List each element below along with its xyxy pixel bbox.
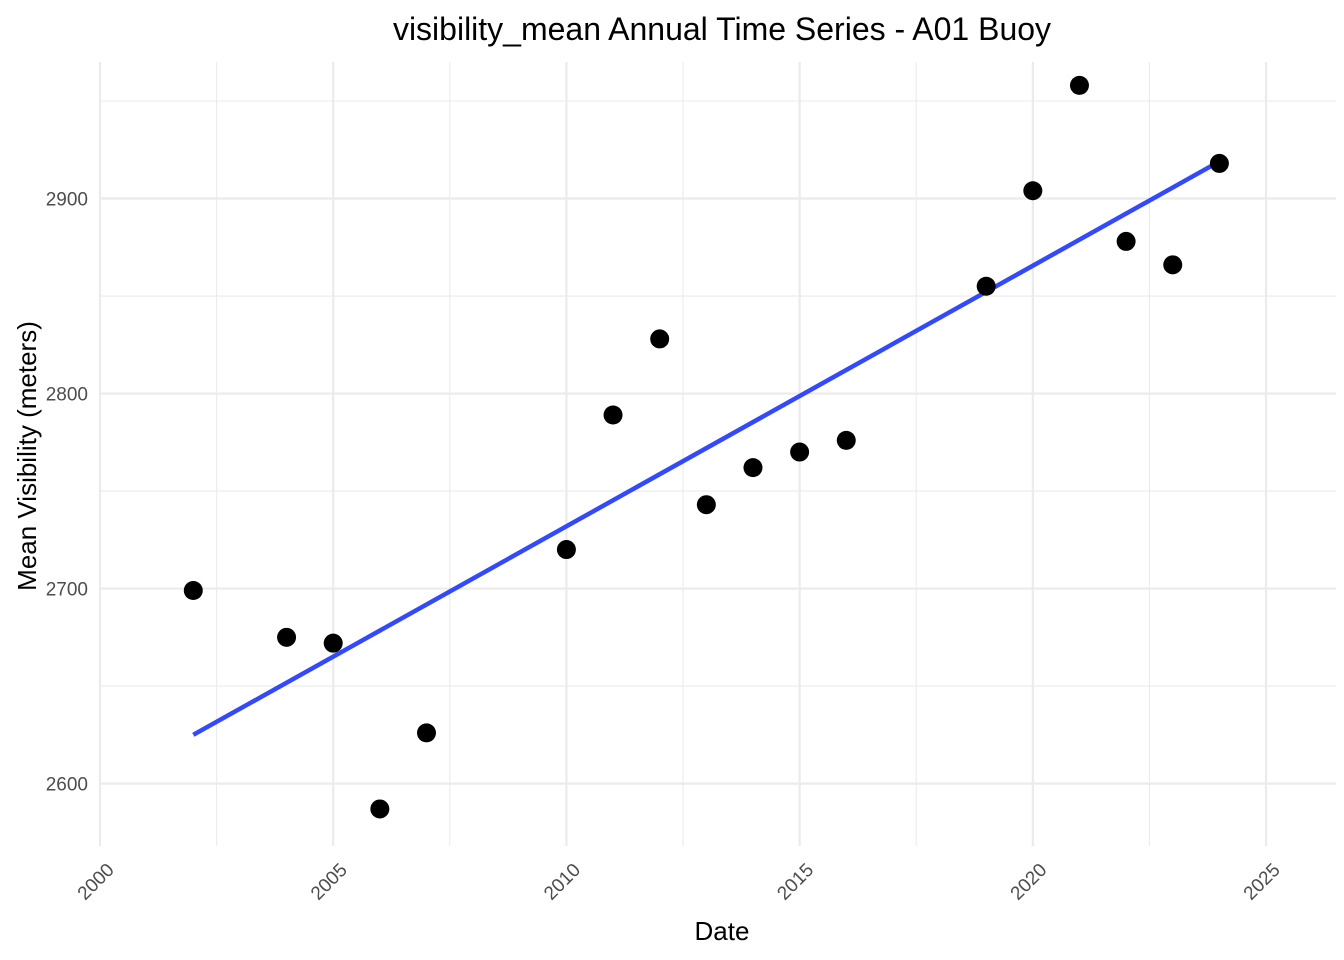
- data-point: [1163, 255, 1183, 275]
- y-tick-label: 2800: [46, 385, 88, 406]
- data-point: [603, 405, 623, 425]
- data-point: [416, 723, 436, 743]
- data-point: [277, 627, 297, 647]
- data-point: [1023, 181, 1043, 201]
- data-point: [790, 442, 810, 462]
- x-tick-label: 2015: [773, 860, 818, 905]
- x-tick-label: 2005: [307, 860, 352, 905]
- axis-layer: 2600 2700 2800 2900 2000 2005 2010 2015 2020 2025: [46, 190, 1285, 905]
- y-tick-label: 2600: [46, 775, 88, 796]
- trend-layer: [192, 159, 1221, 737]
- x-tick-label: 2010: [540, 860, 585, 905]
- x-axis-title: Date: [695, 916, 750, 946]
- data-point: [1069, 75, 1089, 95]
- y-axis-title: Mean Visibility (meters): [12, 321, 42, 591]
- data-point: [1209, 153, 1229, 173]
- data-point: [836, 430, 856, 450]
- points-layer: [183, 75, 1229, 819]
- data-point: [370, 799, 390, 819]
- x-tick-label: 2000: [74, 860, 119, 905]
- data-point: [650, 329, 670, 349]
- data-point: [1116, 231, 1136, 251]
- x-tick-label: 2025: [1240, 860, 1285, 905]
- trend-line: [192, 159, 1221, 737]
- data-point: [743, 458, 763, 478]
- data-point: [976, 276, 996, 296]
- chart-title: visibility_mean Annual Time Series - A01…: [393, 11, 1051, 47]
- y-tick-label: 2700: [46, 580, 88, 601]
- data-point: [183, 581, 203, 601]
- data-point: [696, 495, 716, 515]
- data-point: [556, 540, 576, 560]
- grid-layer: [98, 62, 1336, 846]
- data-point: [323, 633, 343, 653]
- x-tick-label: 2020: [1007, 860, 1052, 905]
- y-tick-label: 2900: [46, 190, 88, 211]
